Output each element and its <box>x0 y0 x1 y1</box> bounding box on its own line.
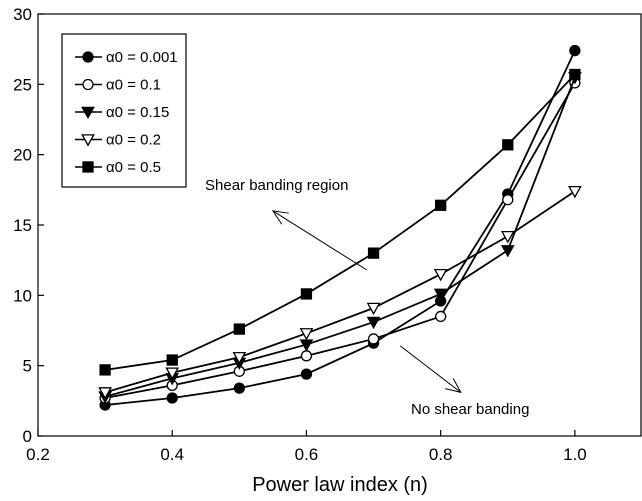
annotation-arrowhead <box>271 210 289 225</box>
annotation-arrow <box>400 345 462 393</box>
y-tick-label: 25 <box>13 75 32 94</box>
annotation-arrow <box>272 210 368 271</box>
series-line <box>104 73 576 371</box>
data-point <box>166 392 178 404</box>
data-point <box>435 310 447 323</box>
x-tick-label: 0.8 <box>429 445 453 464</box>
data-point <box>500 231 515 244</box>
series-1 <box>99 77 581 404</box>
series-line <box>104 82 576 399</box>
legend: α0 = 0.001 α0 = 0.1 α0 = 0.15 α0 = 0.2 α0 = … <box>61 33 187 188</box>
y-tick-label: 5 <box>23 357 32 376</box>
data-point <box>500 245 515 258</box>
data-point <box>300 350 313 362</box>
data-point <box>300 368 313 380</box>
data-point <box>433 288 448 302</box>
data-point <box>81 106 95 120</box>
legend-label: α0 = 0.5 <box>106 159 161 176</box>
data-point <box>233 382 245 394</box>
legend-item: α0 = 0.2 <box>75 132 161 149</box>
series-layer <box>98 44 582 411</box>
x-tick-label: 0.6 <box>295 445 319 464</box>
data-point <box>166 354 178 366</box>
legend-item: α0 = 0.1 <box>75 77 161 94</box>
data-point <box>367 333 380 345</box>
legend-item: α0 = 0.15 <box>75 104 169 121</box>
legend-label: α0 = 0.001 <box>106 49 178 66</box>
series-3 <box>98 185 582 400</box>
annotation-label: Shear banding region <box>205 177 348 194</box>
data-point <box>502 139 514 151</box>
data-point <box>81 134 95 147</box>
y-tick-label: 15 <box>13 216 32 235</box>
axes: 0.2 0.4 0.6 0.8 1.0 0 5 10 15 20 25 30 Power law ind… <box>13 5 642 496</box>
data-point <box>300 288 313 300</box>
annotation-label: No shear banding <box>411 401 529 418</box>
annotation-layer: Shear banding region No shear banding <box>205 177 529 418</box>
series-line <box>105 50 576 406</box>
y-tick-label: 30 <box>13 5 32 24</box>
y-tick-label: 10 <box>13 286 32 305</box>
x-axis-title: Power law index (n) <box>252 474 428 496</box>
series-4 <box>99 68 581 376</box>
series-line <box>104 190 576 394</box>
data-point <box>502 194 514 206</box>
data-point <box>82 161 94 173</box>
data-point <box>98 387 112 400</box>
legend-label: α0 = 0.1 <box>106 77 161 94</box>
data-point <box>366 316 381 330</box>
legend-label: α0 = 0.2 <box>106 132 161 149</box>
y-tick-label: 0 <box>23 427 32 446</box>
data-point <box>165 367 180 380</box>
legend-item: α0 = 0.5 <box>75 159 161 176</box>
x-tick-label: 0.4 <box>160 445 184 464</box>
data-point <box>569 44 581 57</box>
series-line <box>104 76 576 398</box>
data-point <box>99 364 111 376</box>
x-tick-label: 0.2 <box>26 445 50 464</box>
legend-item: α0 = 0.001 <box>75 49 178 66</box>
x-tick-label: 1.0 <box>563 445 587 464</box>
data-point <box>367 247 380 259</box>
data-point <box>568 185 582 199</box>
data-point <box>299 328 314 341</box>
legend-label: α0 = 0.15 <box>106 104 169 121</box>
series-0 <box>99 44 581 411</box>
data-point <box>82 78 94 91</box>
y-tick-label: 20 <box>13 146 32 165</box>
data-point <box>366 302 381 316</box>
data-point <box>569 68 581 81</box>
data-point <box>232 351 247 365</box>
data-point <box>435 199 447 211</box>
annotation-arrowhead <box>445 378 462 394</box>
data-point <box>433 268 448 282</box>
data-point <box>82 51 94 63</box>
data-point <box>233 323 245 335</box>
